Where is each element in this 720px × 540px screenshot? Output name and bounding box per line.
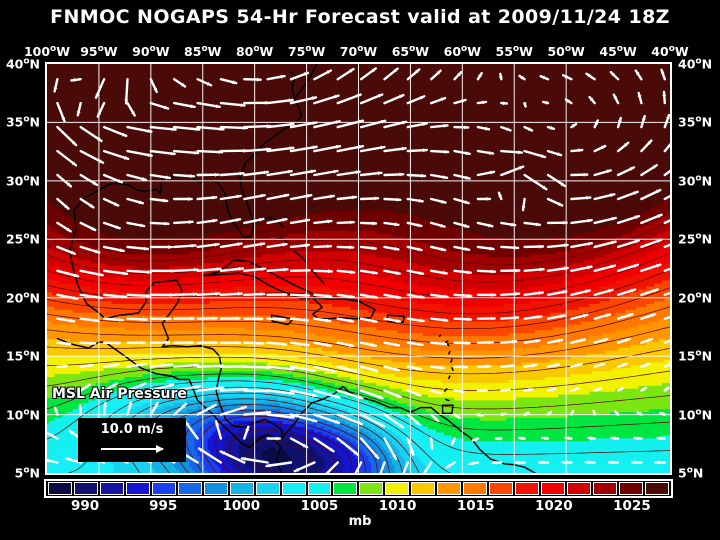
- field-label: MSL Air Pressure: [52, 386, 187, 402]
- colorbar-swatch-4: [152, 482, 176, 495]
- colorbar-tick-995: 995: [149, 498, 177, 514]
- lat-tick-right-15: 15oN: [678, 349, 712, 364]
- lon-tick-55degW: 55oW: [496, 44, 533, 59]
- lat-tick-left-15: 15oN: [0, 349, 40, 364]
- coastline-segment-15: [449, 352, 450, 354]
- colorbar-swatch-9: [282, 482, 306, 495]
- lat-tick-left-20: 20oN: [0, 290, 40, 305]
- lat-tick-right-5: 5oN: [678, 465, 703, 480]
- colorbar-tick-labels: 990 995 1000 1005 1010 1015 1020 1025: [44, 498, 673, 515]
- colorbar-swatch-10: [308, 482, 332, 495]
- lat-tick-left-5: 5oN: [0, 465, 40, 480]
- coastline-segment-13: [440, 335, 441, 336]
- colorbar-tick-1010: 1010: [379, 498, 417, 514]
- colorbar-swatch-18: [515, 482, 539, 495]
- lon-tick-60degW: 60oW: [444, 44, 481, 59]
- lon-tick-65degW: 65oW: [392, 44, 429, 59]
- lat-tick-right-25: 25oN: [678, 232, 712, 247]
- colorbar-tick-1015: 1015: [457, 498, 495, 514]
- colorbar-swatch-23: [645, 482, 669, 495]
- wind-scale-legend: 10.0 m/s: [78, 418, 186, 462]
- lat-tick-left-10: 10oN: [0, 407, 40, 422]
- colorbar-swatch-20: [567, 482, 591, 495]
- lat-tick-left-30: 30oN: [0, 173, 40, 188]
- colorbar-swatch-16: [463, 482, 487, 495]
- colorbar-tick-990: 990: [71, 498, 99, 514]
- lat-tick-right-10: 10oN: [678, 407, 712, 422]
- lat-tick-right-20: 20oN: [678, 290, 712, 305]
- colorbar-tick-1000: 1000: [223, 498, 261, 514]
- right-arrow-icon: [101, 448, 163, 450]
- lat-tick-left-25: 25oN: [0, 232, 40, 247]
- colorbar-swatch-1: [74, 482, 98, 495]
- colorbar-swatch-15: [437, 482, 461, 495]
- colorbar-swatch-0: [48, 482, 72, 495]
- colorbar-swatch-19: [541, 482, 565, 495]
- colorbar-swatch-14: [411, 482, 435, 495]
- page-title: FNMOC NOGAPS 54-Hr Forecast valid at 200…: [0, 6, 720, 28]
- longitude-axis: 100oW 95oW 90oW 85oW 80oW 75oW 70oW 65oW 60oW 55o…: [45, 44, 672, 60]
- lat-tick-left-35: 35oN: [0, 115, 40, 130]
- pressure-map-plot[interactable]: [45, 62, 672, 475]
- colorbar-swatch-12: [359, 482, 383, 495]
- lon-tick-75degW: 75oW: [288, 44, 325, 59]
- colorbar-swatch-5: [178, 482, 202, 495]
- lat-tick-left-40: 40oN: [0, 56, 40, 71]
- lat-tick-right-35: 35oN: [678, 115, 712, 130]
- lon-tick-70degW: 70oW: [340, 44, 377, 59]
- colorbar-swatch-21: [593, 482, 617, 495]
- lon-tick-50degW: 50oW: [547, 44, 584, 59]
- colorbar-swatch-3: [126, 482, 150, 495]
- coastline-segment-20: [446, 399, 449, 400]
- lat-tick-right-30: 30oN: [678, 173, 712, 188]
- colorbar-tick-1025: 1025: [613, 498, 651, 514]
- weather-map-page: FNMOC NOGAPS 54-Hr Forecast valid at 200…: [0, 0, 720, 540]
- colorbar-swatch-17: [489, 482, 513, 495]
- lon-tick-80degW: 80oW: [236, 44, 273, 59]
- pressure-colorbar[interactable]: [44, 479, 673, 498]
- colorbar-swatch-6: [204, 482, 228, 495]
- colorbar-swatch-7: [230, 482, 254, 495]
- lon-tick-85degW: 85oW: [184, 44, 221, 59]
- colorbar-swatch-11: [333, 482, 357, 495]
- colorbar-swatch-22: [619, 482, 643, 495]
- colorbar-swatch-8: [256, 482, 280, 495]
- coastline-segment-18: [449, 376, 450, 378]
- coastline-segment-17: [452, 368, 453, 370]
- colorbar-swatch-2: [100, 482, 124, 495]
- map-canvas: [47, 64, 670, 473]
- colorbar-tick-1005: 1005: [301, 498, 339, 514]
- lon-tick-95degW: 95oW: [80, 44, 117, 59]
- coastline-segment-16: [451, 360, 452, 362]
- lat-tick-right-40: 40oN: [678, 56, 712, 71]
- colorbar-tick-1020: 1020: [535, 498, 573, 514]
- lon-tick-90degW: 90oW: [132, 44, 169, 59]
- wind-scale-label: 10.0 m/s: [79, 422, 185, 437]
- colorbar-swatch-13: [385, 482, 409, 495]
- lon-tick-45degW: 45oW: [599, 44, 636, 59]
- colorbar-unit-label: mb: [0, 514, 720, 529]
